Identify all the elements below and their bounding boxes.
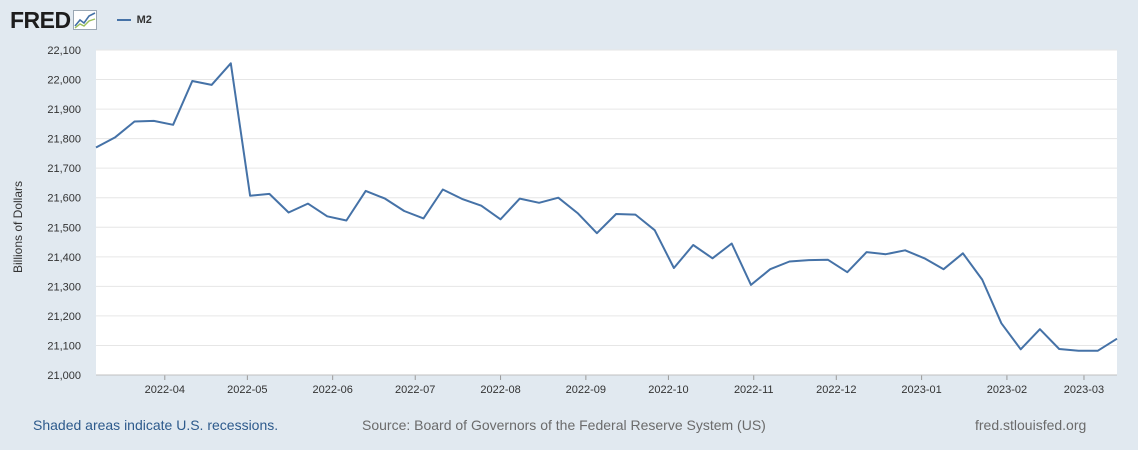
chart-header: FRED M2	[10, 6, 152, 34]
data-point[interactable]	[824, 256, 832, 264]
y-tick-label: 21,900	[47, 104, 81, 116]
data-point[interactable]	[766, 265, 774, 273]
y-tick-label: 21,000	[47, 370, 81, 382]
data-point[interactable]	[978, 276, 986, 284]
data-point[interactable]	[1017, 345, 1025, 353]
data-point[interactable]	[901, 246, 909, 254]
data-point[interactable]	[786, 258, 794, 266]
y-tick-label: 21,800	[47, 134, 81, 146]
data-point[interactable]	[439, 185, 447, 193]
y-tick-label: 21,400	[47, 252, 81, 264]
data-point[interactable]	[169, 121, 177, 129]
data-point[interactable]	[265, 190, 273, 198]
x-tick-label: 2022-08	[480, 384, 520, 396]
x-tick-label: 2023-03	[1064, 384, 1104, 396]
data-point[interactable]	[689, 241, 697, 249]
data-point[interactable]	[458, 195, 466, 203]
data-point[interactable]	[1055, 345, 1063, 353]
data-point[interactable]	[381, 195, 389, 203]
data-point[interactable]	[304, 200, 312, 208]
data-point[interactable]	[111, 133, 119, 141]
data-point[interactable]	[131, 118, 139, 126]
data-point[interactable]	[1113, 335, 1121, 343]
x-tick-label: 2022-11	[734, 384, 774, 396]
data-point[interactable]	[1074, 347, 1082, 355]
legend-series-label: M2	[136, 14, 152, 26]
x-tick-label: 2022-12	[816, 384, 856, 396]
x-tick-label: 2022-04	[145, 384, 185, 396]
x-tick-label: 2023-02	[987, 384, 1027, 396]
data-point[interactable]	[863, 248, 871, 256]
data-point[interactable]	[651, 226, 659, 234]
x-tick-label: 2023-01	[901, 384, 941, 396]
data-point[interactable]	[882, 250, 890, 258]
series-line-m2[interactable]	[95, 62, 1118, 352]
y-tick-label: 21,700	[47, 163, 81, 175]
x-tick-label: 2022-07	[395, 384, 435, 396]
data-point[interactable]	[940, 265, 948, 273]
data-point[interactable]	[1036, 325, 1044, 333]
legend-swatch	[116, 19, 131, 21]
data-point[interactable]	[477, 202, 485, 210]
data-point[interactable]	[419, 214, 427, 222]
y-tick-label: 21,600	[47, 193, 81, 205]
data-point[interactable]	[535, 199, 543, 207]
data-point[interactable]	[323, 212, 331, 220]
data-point[interactable]	[362, 187, 370, 195]
y-tick-label: 21,200	[47, 311, 81, 323]
y-axis-label: Billions of Dollars	[11, 181, 25, 273]
y-tick-label: 22,000	[47, 75, 81, 87]
data-point[interactable]	[400, 207, 408, 215]
data-point[interactable]	[631, 211, 639, 219]
source-text: Source: Board of Governors of the Federa…	[362, 417, 766, 433]
recession-note-link[interactable]: Shaded areas indicate U.S. recessions.	[33, 417, 279, 433]
data-point[interactable]	[227, 59, 235, 67]
data-point[interactable]	[997, 319, 1005, 327]
data-point[interactable]	[246, 192, 254, 200]
data-point[interactable]	[593, 229, 601, 237]
data-point[interactable]	[516, 195, 524, 203]
x-tick-label: 2022-06	[312, 384, 352, 396]
x-tick-label: 2022-09	[566, 384, 606, 396]
data-point[interactable]	[670, 264, 678, 272]
plot-area	[96, 50, 1117, 375]
fred-graph-icon	[72, 10, 97, 30]
y-tick-label: 22,100	[47, 45, 81, 57]
data-point[interactable]	[959, 249, 967, 257]
data-point[interactable]	[285, 209, 293, 217]
data-point[interactable]	[612, 210, 620, 218]
data-point[interactable]	[1094, 347, 1102, 355]
data-point[interactable]	[208, 81, 216, 89]
data-point[interactable]	[805, 256, 813, 264]
y-tick-label: 21,100	[47, 340, 81, 352]
y-tick-label: 21,500	[47, 222, 81, 234]
x-tick-label: 2022-10	[648, 384, 688, 396]
data-point[interactable]	[728, 240, 736, 248]
data-point[interactable]	[497, 215, 505, 223]
data-point[interactable]	[920, 254, 928, 262]
fred-url: fred.stlouisfed.org	[975, 417, 1087, 433]
data-point[interactable]	[574, 209, 582, 217]
legend: M2	[116, 14, 152, 26]
data-point[interactable]	[150, 117, 158, 125]
x-tick-label: 2022-05	[227, 384, 267, 396]
data-point[interactable]	[188, 77, 196, 85]
data-point[interactable]	[92, 144, 100, 152]
data-point[interactable]	[843, 268, 851, 276]
fred-logo[interactable]: FRED	[10, 6, 71, 33]
data-point[interactable]	[342, 216, 350, 224]
data-point[interactable]	[708, 254, 716, 262]
y-tick-label: 21,300	[47, 281, 81, 293]
data-point[interactable]	[554, 194, 562, 202]
data-point[interactable]	[747, 281, 755, 289]
